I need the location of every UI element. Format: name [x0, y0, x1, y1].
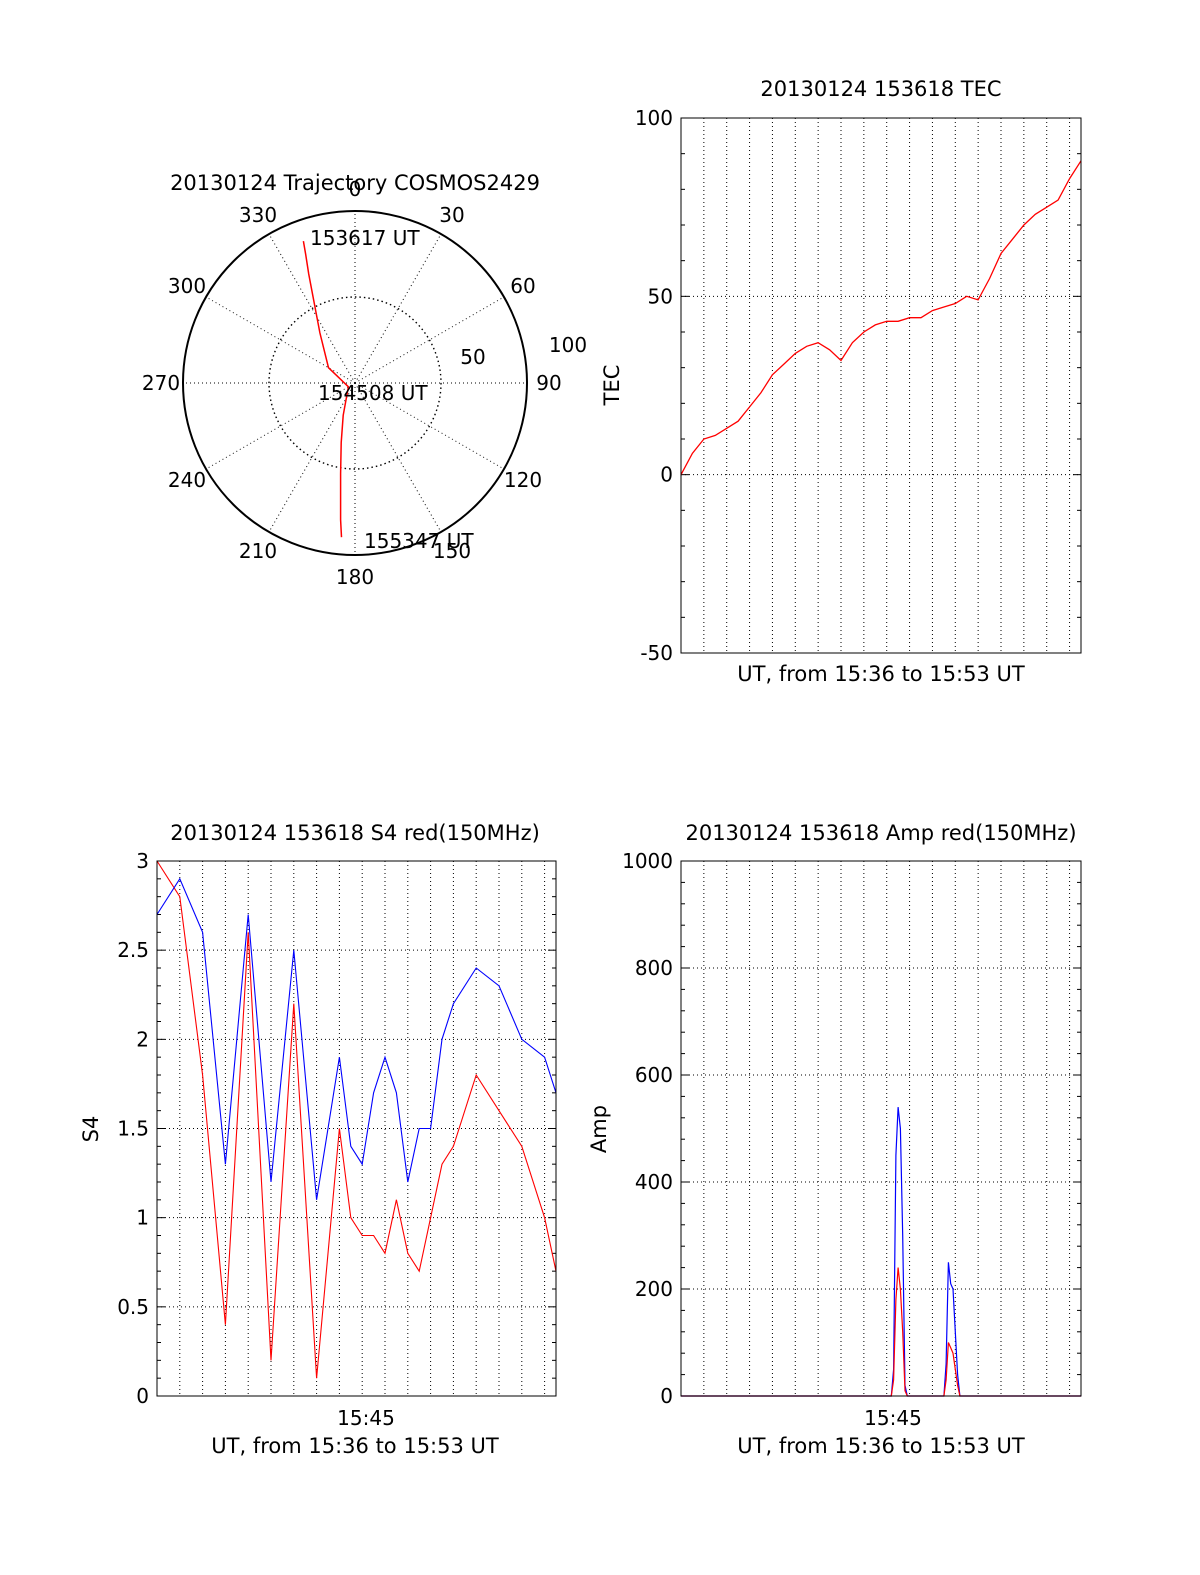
s4-plot-frame [156, 860, 557, 1397]
tec-plot-frame [680, 117, 1082, 654]
polar-azimuth-label: 300 [168, 274, 206, 298]
s4-y-tick-label: 2 [136, 1027, 149, 1051]
s4-blue-series-line [156, 877, 557, 1200]
tec-series-line [680, 160, 1082, 476]
s4-y-tick-label: 2.5 [117, 938, 149, 962]
polar-azimuth-labels: 0 30 60 90 120 150 180 210 240 270 300 330 [142, 177, 562, 589]
amp-red-series-line [681, 1267, 1081, 1397]
amp-y-label: Amp [587, 1105, 611, 1153]
amp-blue-series-line [681, 1107, 1081, 1397]
polar-spoke [268, 233, 356, 384]
s4-title: 20130124 153618 S4 red(150MHz) [170, 821, 540, 845]
tec-x-label: UT, from 15:36 to 15:53 UT [737, 662, 1025, 686]
amp-y-tick-label: 800 [635, 956, 673, 980]
amp-y-tick-label: 0 [660, 1384, 673, 1408]
s4-x-label: UT, from 15:36 to 15:53 UT [211, 1434, 499, 1458]
amp-title: 20130124 153618 Amp red(150MHz) [685, 821, 1076, 845]
amp-panel: 20130124 153618 Amp red(150MHz) 1000 800 6… [587, 821, 1082, 1458]
polar-radial-label-50: 50 [460, 345, 485, 369]
polar-spoke [205, 382, 356, 470]
tec-title: 20130124 153618 TEC [760, 77, 1001, 101]
polar-azimuth-label: 120 [504, 468, 542, 492]
s4-y-tick-label: 0 [136, 1384, 149, 1408]
polar-azimuth-label: 270 [142, 371, 180, 395]
trajectory-panel: 20130124 Trajectory COSMOS2429 0 30 60 90 12… [142, 171, 587, 589]
amp-plot-frame [680, 860, 1082, 1397]
trajectory-start-label: 153617 UT [310, 226, 420, 250]
s4-axis-ticks: 3 2.5 2 1.5 1 0.5 0 [117, 849, 556, 1408]
tec-y-label: TEC [600, 365, 624, 407]
polar-inner-circle [268, 296, 442, 470]
s4-x-tick-label: 15:45 [337, 1406, 395, 1430]
polar-azimuth-label: 90 [536, 371, 561, 395]
polar-radial-label-100: 100 [549, 333, 587, 357]
s4-red-series-line [156, 860, 557, 1379]
s4-y-tick-label: 0.5 [117, 1295, 149, 1319]
tec-y-tick-label: 0 [660, 463, 673, 487]
tec-panel: 20130124 153618 TEC 100 50 0 -50 UT, from 1… [600, 77, 1082, 686]
polar-azimuth-label: 210 [239, 539, 277, 563]
amp-y-tick-label: 400 [635, 1170, 673, 1194]
s4-y-label: S4 [79, 1116, 103, 1143]
trajectory-title: 20130124 Trajectory COSMOS2429 [170, 171, 540, 195]
amp-x-tick-label: 15:45 [864, 1406, 922, 1430]
tec-y-tick-label: 100 [635, 106, 673, 130]
polar-azimuth-label: 180 [336, 565, 374, 589]
s4-y-tick-label: 1 [136, 1206, 149, 1230]
trajectory-mid-label: 154508 UT [318, 381, 428, 405]
s4-y-tick-label: 3 [136, 849, 149, 873]
polar-azimuth-label: 0 [349, 177, 362, 201]
polar-azimuth-label: 240 [168, 468, 206, 492]
tec-grid [681, 118, 1081, 653]
polar-azimuth-label: 60 [510, 274, 535, 298]
polar-spoke [354, 233, 442, 384]
polar-spoke [268, 382, 356, 533]
polar-spoke [354, 382, 505, 470]
s4-panel: 20130124 153618 S4 red(150MHz) 3 2.5 2 1.5 1… [79, 821, 557, 1458]
polar-spoke [354, 382, 442, 533]
s4-y-tick-label: 1.5 [117, 1117, 149, 1141]
tec-y-tick-label: -50 [640, 641, 673, 665]
amp-x-label: UT, from 15:36 to 15:53 UT [737, 1434, 1025, 1458]
polar-spoke [205, 296, 356, 384]
amp-y-tick-label: 1000 [622, 849, 673, 873]
amp-y-tick-label: 600 [635, 1063, 673, 1087]
polar-azimuth-label: 30 [439, 203, 464, 227]
trajectory-end-label: 155347 UT [364, 529, 474, 553]
polar-azimuth-label: 150 [433, 539, 471, 563]
polar-spoke [354, 296, 505, 384]
polar-outer-circle [182, 210, 528, 556]
s4-grid [157, 861, 556, 1396]
polar-azimuth-label: 330 [239, 203, 277, 227]
amp-y-tick-label: 200 [635, 1277, 673, 1301]
tec-axis-ticks: 100 50 0 -50 [635, 106, 1081, 665]
trajectory-line [302, 240, 350, 538]
tec-y-tick-label: 50 [648, 284, 673, 308]
amp-axis-ticks: 1000 800 600 400 200 0 [622, 849, 1081, 1408]
amp-grid [681, 861, 1081, 1396]
